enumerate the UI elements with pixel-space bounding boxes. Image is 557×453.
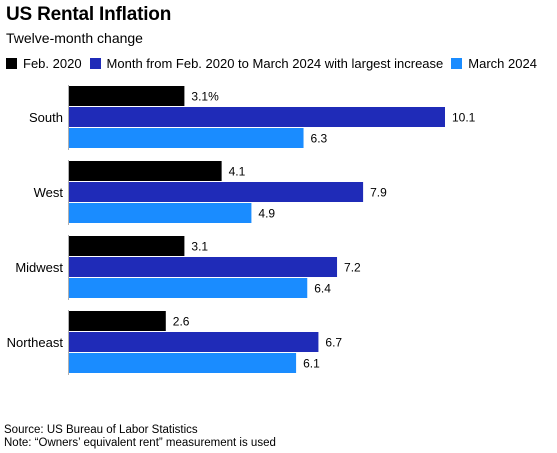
- legend-label-largest-increase: Month from Feb. 2020 to March 2024 with …: [106, 55, 444, 71]
- legend: Feb. 2020 Month from Feb. 2020 to March …: [6, 55, 545, 71]
- chart-subtitle: Twelve-month change: [6, 30, 143, 46]
- category-label-west: West: [34, 185, 64, 200]
- legend-item-feb-2020: Feb. 2020: [6, 56, 82, 71]
- chart-title: US Rental Inflation: [6, 4, 172, 25]
- bar-midwest-series-1: [69, 257, 338, 277]
- value-label-south-series-1: 10.1: [452, 111, 476, 125]
- legend-item-march-2024: March 2024: [451, 56, 537, 71]
- legend-item-largest-increase: Month from Feb. 2020 to March 2024 with …: [89, 55, 444, 71]
- methodology-note: Note: “Owners’ equivalent rent” measurem…: [4, 437, 276, 449]
- value-label-south-series-2: 6.3: [311, 132, 328, 146]
- value-label-northeast-series-2: 6.1: [303, 357, 320, 371]
- category-label-midwest: Midwest: [15, 260, 63, 275]
- legend-label-march-2024: March 2024: [468, 55, 537, 71]
- value-label-west-series-2: 4.9: [258, 207, 275, 221]
- legend-label-feb-2020: Feb. 2020: [23, 55, 82, 71]
- legend-swatch-feb-2020: [6, 57, 17, 69]
- value-label-northeast-series-0: 2.6: [173, 315, 190, 329]
- bar-south-series-2: [69, 128, 304, 148]
- bar-south-series-1: [69, 107, 445, 127]
- value-label-west-series-1: 7.9: [370, 186, 387, 200]
- bar-chart: South 3.1% 10.1 6.3 West 4.1 7.9 4.9 Midwest 3.1 7…: [7, 85, 476, 375]
- bar-northeast-series-2: [69, 353, 297, 373]
- bar-west-series-0: [69, 161, 222, 181]
- legend-swatch-march-2024: [451, 57, 463, 69]
- bar-midwest-series-0: [69, 236, 185, 256]
- category-label-south: South: [29, 110, 63, 125]
- value-label-midwest-series-1: 7.2: [344, 261, 361, 275]
- legend-swatch-largest-increase: [89, 57, 101, 69]
- value-label-midwest-series-0: 3.1: [191, 240, 208, 254]
- bar-west-series-1: [69, 182, 364, 202]
- value-label-midwest-series-2: 6.4: [314, 282, 331, 296]
- source-note: Source: US Bureau of Labor Statistics: [4, 424, 198, 436]
- bar-south-series-0: [69, 86, 185, 106]
- category-label-northeast: Northeast: [7, 335, 64, 350]
- bar-west-series-2: [69, 203, 252, 223]
- bar-northeast-series-1: [69, 332, 319, 352]
- bar-northeast-series-0: [69, 311, 166, 331]
- value-label-south-series-0: 3.1%: [191, 90, 219, 104]
- bar-midwest-series-2: [69, 278, 308, 298]
- value-label-northeast-series-1: 6.7: [325, 336, 342, 350]
- value-label-west-series-0: 4.1: [229, 165, 246, 179]
